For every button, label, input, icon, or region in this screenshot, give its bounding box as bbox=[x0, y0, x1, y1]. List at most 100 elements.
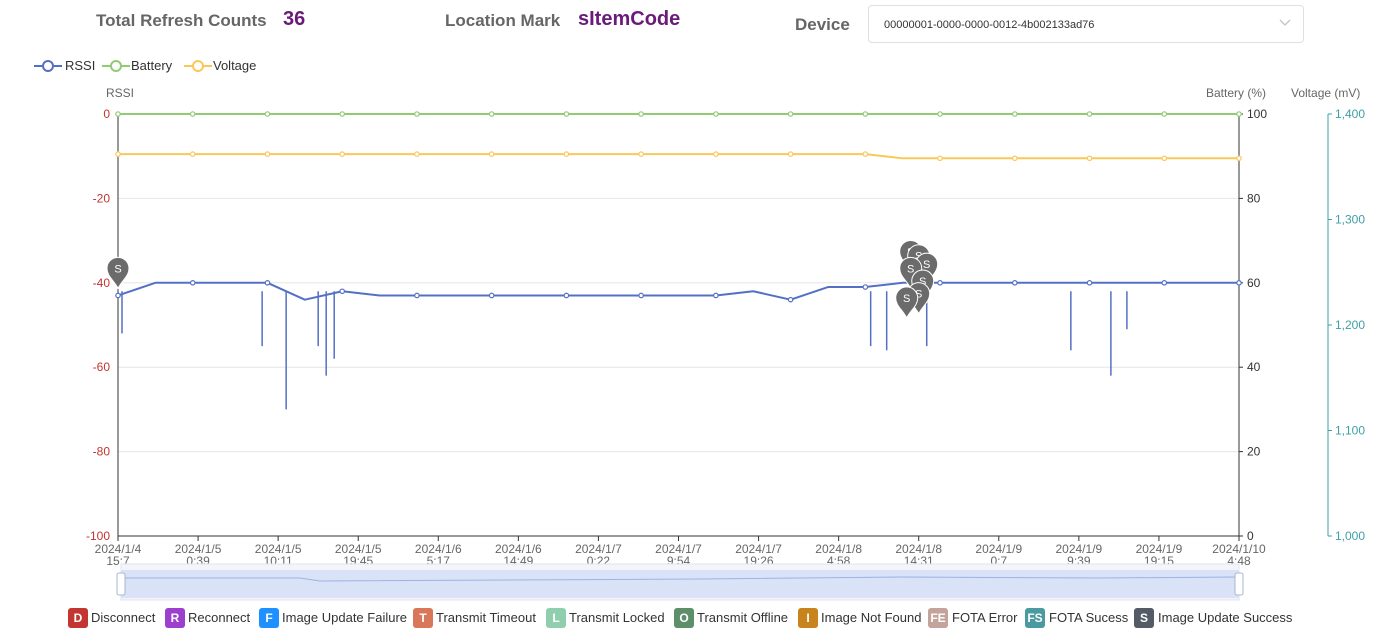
rssi-tick-label: -60 bbox=[93, 360, 111, 374]
x-tick-date: 2024/1/9 bbox=[975, 542, 1022, 556]
x-tick-date: 2024/1/9 bbox=[1055, 542, 1102, 556]
voltage-axis-title: Voltage (mV) bbox=[1291, 86, 1361, 100]
event-image-update-failure-badge: F bbox=[259, 608, 279, 628]
event-marker-label: S bbox=[915, 289, 922, 301]
x-tick-date: 2024/1/10 bbox=[1212, 542, 1266, 556]
rssi-tick-label: -100 bbox=[86, 529, 110, 543]
zoom-slider-handle-left bbox=[116, 572, 126, 596]
battery-tick-label: 0 bbox=[1247, 529, 1254, 543]
series-point-rssi bbox=[189, 279, 196, 286]
event-transmit-timeout-label: Transmit Timeout bbox=[436, 610, 536, 625]
rssi-tick-label: -20 bbox=[93, 191, 111, 205]
series-point-battery bbox=[937, 111, 943, 117]
device-select[interactable]: 00000001-0000-0000-0012-4b002133ad76 bbox=[868, 5, 1304, 43]
event-reconnect-label: Reconnect bbox=[188, 610, 251, 625]
event-marker-label: S bbox=[903, 293, 910, 305]
event-disconnect-badge: D bbox=[68, 608, 88, 628]
event-transmit-locked-badge: L bbox=[546, 608, 566, 628]
telemetry-chart: 0 -20 -40 -60 -80 -100 100 80 60 40 20 0 1,400 1,300 1… bbox=[86, 107, 1365, 601]
x-tick-date: 2024/1/7 bbox=[735, 542, 782, 556]
series-point-voltage bbox=[862, 151, 869, 157]
x-tick-date: 2024/1/7 bbox=[575, 542, 622, 556]
series-point-voltage bbox=[414, 151, 420, 157]
legend-battery-label: Battery bbox=[131, 58, 173, 73]
voltage-tick-label: 1,400 bbox=[1335, 107, 1365, 121]
series-point-battery bbox=[1161, 111, 1168, 117]
series-point-voltage bbox=[1236, 155, 1242, 162]
battery-tick-label: 80 bbox=[1247, 191, 1261, 205]
battery-axis-title: Battery (%) bbox=[1206, 86, 1267, 100]
series-point-rssi bbox=[1236, 279, 1242, 286]
series-point-battery bbox=[189, 111, 196, 117]
series-point-voltage bbox=[339, 151, 346, 157]
event-image-not-found-badge: I bbox=[798, 608, 818, 628]
series-point-battery bbox=[713, 111, 719, 117]
battery-tick-label: 20 bbox=[1247, 445, 1261, 459]
zoom-slider-window bbox=[121, 570, 1239, 598]
x-tick-date: 2024/1/5 bbox=[175, 542, 222, 556]
series-point-rssi bbox=[414, 292, 420, 299]
series-point-battery bbox=[264, 111, 271, 117]
event-image-update-success-badge: S bbox=[1134, 608, 1154, 628]
series-point-rssi bbox=[787, 296, 794, 303]
series-point-voltage bbox=[1161, 155, 1168, 162]
event-fota-success-badge: FS bbox=[1025, 608, 1045, 628]
event-disconnect-label: Disconnect bbox=[91, 610, 156, 625]
event-marker-label: S bbox=[114, 263, 121, 275]
series-point-battery bbox=[414, 111, 420, 117]
series-point-battery bbox=[787, 111, 794, 117]
x-tick-date: 2024/1/4 bbox=[95, 542, 142, 556]
device-select-value: 00000001-0000-0000-0012-4b002133ad76 bbox=[884, 19, 1095, 31]
rssi-tick-label: -40 bbox=[93, 276, 111, 290]
event-transmit-offline-badge: O bbox=[674, 608, 694, 628]
rssi-tick-label: 0 bbox=[103, 107, 110, 121]
event-image-update-failure-label: Image Update Failure bbox=[282, 610, 408, 625]
battery-tick-label: 60 bbox=[1247, 276, 1261, 290]
series-point-rssi bbox=[563, 292, 570, 299]
event-reconnect-badge: R bbox=[165, 608, 185, 628]
series-point-battery bbox=[1011, 111, 1018, 117]
battery-tick-label: 40 bbox=[1247, 360, 1261, 374]
series-line-voltage bbox=[118, 153, 1239, 160]
series-point-battery bbox=[488, 111, 495, 117]
series-point-battery bbox=[563, 111, 570, 117]
voltage-tick-label: 1,300 bbox=[1335, 213, 1365, 227]
series-point-rssi bbox=[1161, 279, 1168, 286]
event-marker-label: S bbox=[907, 263, 914, 275]
event-image-update-success-label: Image Update Success bbox=[1158, 610, 1293, 625]
location-mark-value: sItemCode bbox=[578, 8, 681, 30]
series-point-voltage bbox=[1011, 155, 1018, 162]
legend-battery-icon bbox=[102, 60, 130, 72]
rssi-axis-title: RSSI bbox=[106, 86, 135, 100]
series-point-rssi bbox=[1086, 279, 1093, 286]
series-point-voltage bbox=[1086, 155, 1093, 162]
chevron-down-icon bbox=[1279, 19, 1291, 26]
series-point-rssi bbox=[264, 279, 271, 286]
voltage-tick-label: 1,100 bbox=[1335, 424, 1365, 438]
voltage-tick-label: 1,200 bbox=[1335, 318, 1365, 332]
series-point-rssi bbox=[937, 279, 943, 286]
series-point-voltage bbox=[713, 151, 719, 157]
series-point-battery bbox=[115, 111, 121, 117]
x-tick-date: 2024/1/7 bbox=[655, 542, 702, 556]
event-marker-label: S bbox=[919, 276, 926, 288]
legend-voltage-label: Voltage bbox=[213, 58, 257, 73]
voltage-tick-label: 1,000 bbox=[1335, 529, 1365, 543]
zoom-slider-preview bbox=[121, 576, 1240, 582]
legend-rssi-icon bbox=[34, 60, 62, 72]
rssi-tick-label: -80 bbox=[93, 445, 111, 459]
event-transmit-offline-label: Transmit Offline bbox=[697, 610, 789, 625]
series-point-voltage bbox=[488, 151, 495, 157]
refresh-count-value: 36 bbox=[283, 8, 306, 30]
x-tick-date: 2024/1/5 bbox=[255, 542, 302, 556]
series-point-battery bbox=[862, 111, 869, 117]
series-point-voltage bbox=[264, 151, 271, 157]
series-point-battery bbox=[1086, 111, 1093, 117]
series-point-voltage bbox=[937, 155, 943, 162]
event-transmit-locked-label: Transmit Locked bbox=[569, 610, 665, 625]
series-line-rssi bbox=[117, 281, 1239, 301]
event-fota-success-label: FOTA Sucess bbox=[1049, 610, 1129, 625]
refresh-count-label: Total Refresh Counts bbox=[96, 11, 267, 30]
event-fota-error-label: FOTA Error bbox=[952, 610, 1018, 625]
series-point-rssi bbox=[115, 292, 121, 299]
